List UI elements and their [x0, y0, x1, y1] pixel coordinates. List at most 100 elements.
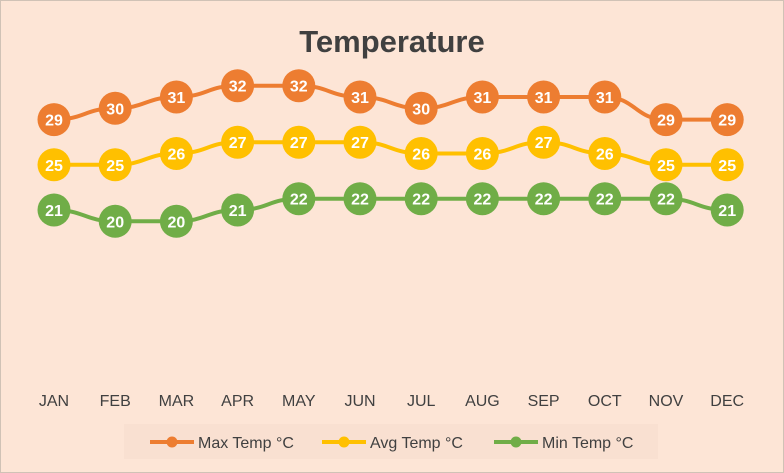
data-label-avg-temp: 27	[351, 135, 369, 152]
data-point-avg-temp	[465, 137, 499, 170]
series-max-temp: 29 30 31 32 32 31 30 31 31 31 29 29	[37, 69, 744, 137]
data-point-min-temp	[465, 182, 499, 216]
data-label-max-temp: 32	[229, 79, 247, 96]
data-label-max-temp: 30	[106, 101, 124, 118]
data-label-max-temp: 30	[412, 101, 430, 118]
data-point-max-temp	[710, 103, 744, 137]
data-point-avg-temp	[221, 125, 255, 159]
data-label-min-temp: 22	[290, 192, 308, 209]
data-point-min-temp	[527, 182, 561, 216]
data-label-max-temp: 31	[596, 90, 614, 107]
data-label-avg-temp: 26	[412, 147, 430, 164]
data-point-avg-temp	[588, 137, 622, 170]
data-label-min-temp: 22	[535, 192, 553, 209]
data-label-avg-temp: 25	[718, 158, 736, 175]
category-label-sep: SEP	[528, 393, 560, 410]
data-label-min-temp: 20	[168, 214, 186, 231]
data-point-avg-temp	[649, 148, 683, 182]
data-label-max-temp: 32	[290, 79, 308, 96]
data-label-min-temp: 22	[412, 192, 430, 209]
category-label-jan: JAN	[39, 393, 69, 410]
data-point-max-temp	[343, 80, 377, 114]
data-point-avg-temp	[282, 125, 316, 159]
category-label-oct: OCT	[588, 393, 622, 410]
legend-marker-avg-temp	[338, 436, 350, 448]
data-label-avg-temp: 25	[106, 158, 124, 175]
data-label-min-temp: 21	[718, 203, 736, 220]
category-label-nov: NOV	[649, 393, 684, 410]
data-point-avg-temp	[404, 137, 438, 170]
data-label-max-temp: 29	[45, 113, 63, 130]
legend-label-avg-temp: Avg Temp °C	[370, 435, 463, 452]
data-point-min-temp	[98, 204, 132, 238]
data-point-avg-temp	[98, 148, 132, 182]
data-point-max-temp	[404, 91, 438, 125]
series-min-temp: 21 20 20 21 22 22 22 22 22 22 22 21	[37, 182, 744, 238]
data-label-avg-temp: 26	[596, 147, 614, 164]
data-point-max-temp	[649, 103, 683, 137]
data-label-max-temp: 31	[535, 90, 553, 107]
data-label-max-temp: 31	[351, 90, 369, 107]
data-label-avg-temp: 26	[474, 147, 492, 164]
legend-box	[124, 424, 658, 459]
data-label-max-temp: 31	[168, 90, 186, 107]
category-label-apr: APR	[221, 393, 254, 410]
data-label-min-temp: 21	[229, 203, 247, 220]
category-label-may: MAY	[282, 393, 316, 410]
data-label-avg-temp: 26	[168, 147, 186, 164]
data-label-min-temp: 22	[474, 192, 492, 209]
plot-area: 29 30 31 32 32 31 30 31 31 31 29 29 25 25 26 27 27 27 26 26…	[37, 69, 744, 238]
category-label-dec: DEC	[710, 393, 744, 410]
data-label-max-temp: 29	[657, 113, 675, 130]
category-axis: JAN FEB MAR APR MAY JUN JUL AUG SEP OCT NOV DEC	[39, 393, 744, 410]
data-point-max-temp	[98, 91, 132, 125]
legend-marker-max-temp	[166, 436, 178, 448]
category-label-aug: AUG	[465, 393, 500, 410]
data-point-min-temp	[404, 182, 438, 216]
data-point-min-temp	[37, 193, 71, 227]
data-point-max-temp	[282, 69, 316, 103]
data-point-avg-temp	[343, 125, 377, 159]
series-line-avg-temp	[52, 140, 730, 167]
data-label-min-temp: 22	[596, 192, 614, 209]
data-label-min-temp: 22	[657, 192, 675, 209]
data-label-min-temp: 20	[106, 214, 124, 231]
series-avg-temp: 25 25 26 27 27 27 26 26 27 26 25 25	[37, 125, 744, 182]
data-label-avg-temp: 25	[45, 158, 63, 175]
data-point-max-temp	[588, 80, 622, 114]
data-point-min-temp	[282, 182, 316, 216]
data-label-avg-temp: 25	[657, 158, 675, 175]
data-point-max-temp	[527, 80, 561, 114]
data-point-min-temp	[588, 182, 622, 216]
category-label-mar: MAR	[159, 393, 195, 410]
data-label-min-temp: 22	[351, 192, 369, 209]
series-line-max-temp	[52, 83, 730, 122]
category-label-jul: JUL	[407, 393, 436, 410]
legend-label-max-temp: Max Temp °C	[198, 435, 294, 452]
data-point-avg-temp	[37, 148, 71, 182]
data-point-avg-temp	[710, 148, 744, 182]
legend: Max Temp °C Avg Temp °C Min Temp °C	[124, 424, 658, 459]
data-point-max-temp	[221, 69, 255, 103]
data-label-max-temp: 31	[474, 90, 492, 107]
series-line-min-temp	[52, 196, 730, 224]
data-point-min-temp	[159, 204, 193, 238]
data-point-min-temp	[649, 182, 683, 216]
data-label-min-temp: 21	[45, 203, 63, 220]
data-point-avg-temp	[527, 125, 561, 159]
data-point-avg-temp	[159, 137, 193, 170]
data-point-min-temp	[221, 193, 255, 227]
data-point-max-temp	[159, 80, 193, 114]
data-label-max-temp: 29	[718, 113, 736, 130]
data-label-avg-temp: 27	[229, 135, 247, 152]
data-label-avg-temp: 27	[535, 135, 553, 152]
category-label-jun: JUN	[344, 393, 375, 410]
legend-label-min-temp: Min Temp °C	[542, 435, 633, 452]
category-label-feb: FEB	[100, 393, 131, 410]
data-point-max-temp	[465, 80, 499, 114]
data-point-min-temp	[343, 182, 377, 216]
data-point-max-temp	[37, 103, 71, 137]
data-point-min-temp	[710, 193, 744, 227]
